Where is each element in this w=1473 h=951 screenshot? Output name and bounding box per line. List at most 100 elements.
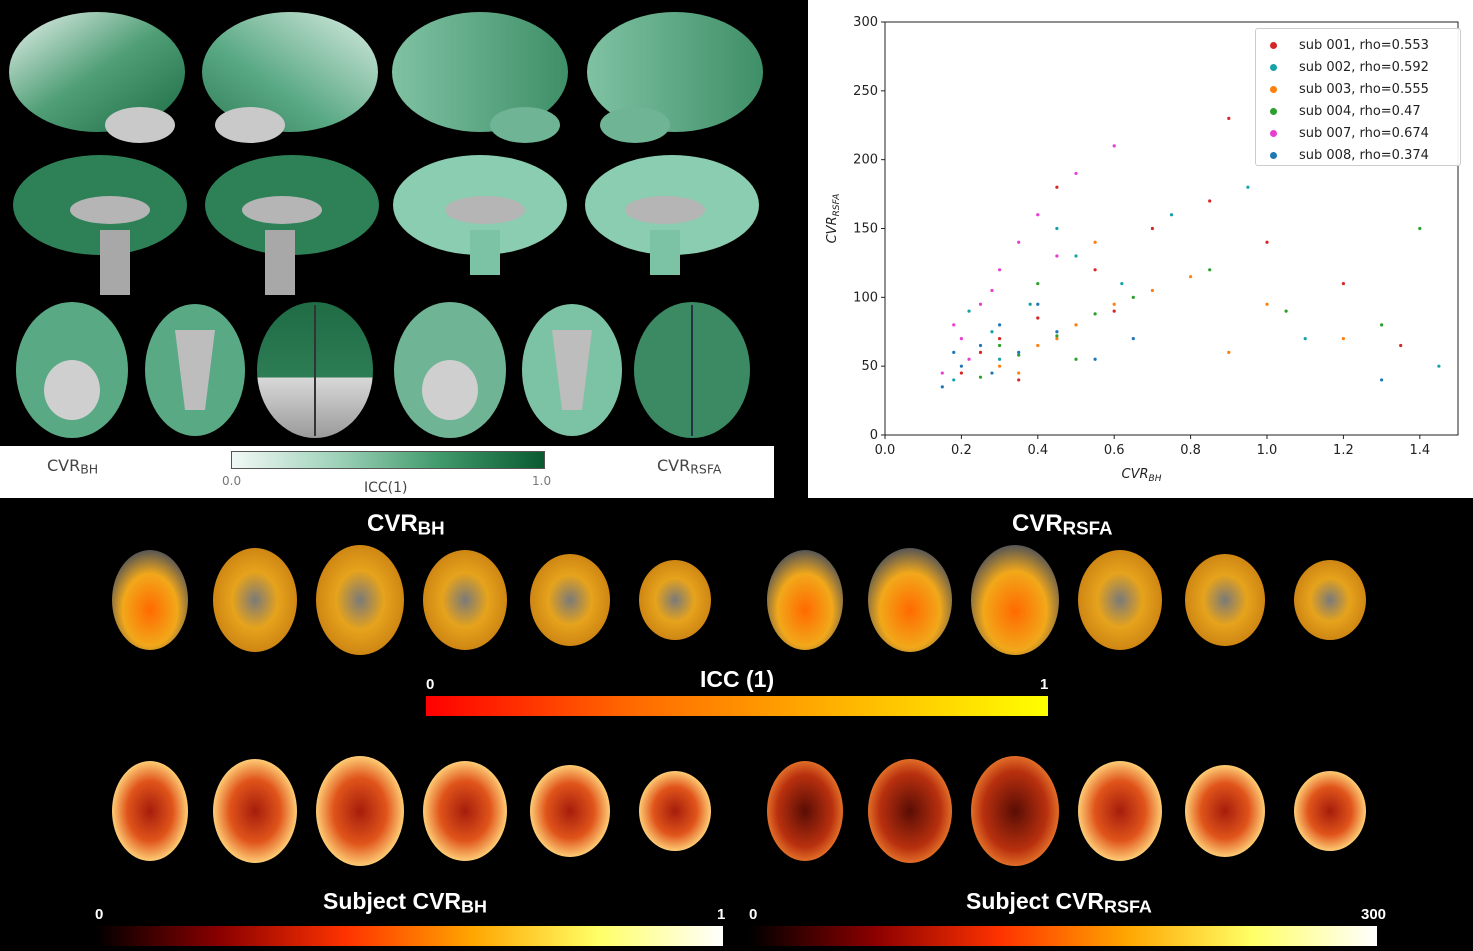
scatter-point bbox=[1074, 171, 1078, 176]
scatter-point bbox=[1055, 185, 1059, 189]
subject-bh-slice bbox=[213, 759, 297, 863]
subj-right-min: 0 bbox=[749, 906, 758, 923]
brain-medial-3 bbox=[393, 155, 567, 275]
scatter-point bbox=[1036, 343, 1040, 348]
green-colorbar-strip: CVRBH CVRRSFA 0.0 1.0 ICC(1) bbox=[0, 446, 774, 498]
scatter-point bbox=[952, 350, 956, 354]
top-left-title: CVRBH bbox=[367, 510, 445, 539]
scatter-point bbox=[978, 343, 983, 348]
scatter-point bbox=[1017, 240, 1021, 244]
y-tick-label: 300 bbox=[853, 15, 878, 30]
subject-rsfa-slice bbox=[1294, 771, 1366, 851]
scatter-point bbox=[959, 337, 963, 341]
scatter-point bbox=[1189, 275, 1193, 279]
legend-marker bbox=[1270, 107, 1277, 115]
legend-label: sub 004, rho=0.47 bbox=[1299, 103, 1421, 119]
scatter-point bbox=[1036, 213, 1040, 217]
scatter-point bbox=[967, 309, 971, 313]
icc-bh-slice bbox=[213, 548, 297, 652]
axes: 0.0 0.2 0.4 0.6 0.8 1.0 1.2 1.4 0 50 100 150 200 250 3… bbox=[853, 15, 1459, 458]
y-tick-label: 100 bbox=[853, 290, 878, 305]
scatter-point bbox=[1208, 199, 1212, 203]
scatter-point bbox=[1418, 226, 1422, 231]
y-tick-label: 150 bbox=[853, 222, 878, 237]
brain-medial-1 bbox=[13, 155, 187, 295]
scatter-point bbox=[1074, 357, 1078, 361]
green-colorbar-min: 0.0 bbox=[222, 474, 242, 488]
scatter-point bbox=[1227, 350, 1231, 354]
x-tick-label: 0.2 bbox=[951, 443, 972, 458]
scatter-point bbox=[1227, 116, 1231, 120]
scatter-point bbox=[1265, 240, 1269, 244]
legend-entry: sub 008, rho=0.374 bbox=[1266, 145, 1429, 165]
y-tick-label: 50 bbox=[861, 359, 878, 374]
icc-bh-slice bbox=[112, 550, 188, 650]
green-colorbar-max: 1.0 bbox=[532, 474, 552, 488]
subject-rsfa-slice bbox=[971, 756, 1059, 866]
scatter-point bbox=[1265, 302, 1269, 306]
legend-marker bbox=[1270, 41, 1277, 49]
icc-bar-min: 0 bbox=[426, 676, 435, 693]
scatter-point bbox=[1028, 302, 1032, 306]
legend-entry: sub 004, rho=0.47 bbox=[1266, 101, 1421, 121]
scatter-point bbox=[1017, 378, 1021, 382]
scatter-point bbox=[978, 350, 983, 354]
brain-lateral-2 bbox=[202, 12, 378, 143]
subject-rsfa-slice bbox=[767, 761, 843, 861]
scatter-point bbox=[1036, 281, 1040, 286]
scatter-point bbox=[1074, 254, 1078, 258]
left-map-label: CVRBH bbox=[47, 456, 99, 477]
y-tick-label: 0 bbox=[870, 428, 878, 443]
brain-dorsal-1 bbox=[257, 302, 373, 438]
scatter-point bbox=[1380, 323, 1384, 327]
subj-left-title: Subject CVRBH bbox=[323, 888, 487, 917]
icc-colorbar bbox=[426, 696, 1048, 716]
scatter-point bbox=[1399, 343, 1403, 348]
scatter-point bbox=[1112, 302, 1116, 306]
legend-label: sub 001, rho=0.553 bbox=[1299, 37, 1429, 53]
scatter-point bbox=[959, 371, 963, 375]
scatter-legend: sub 001, rho=0.553 sub 002, rho=0.592 sub … bbox=[1255, 28, 1461, 166]
scatter-point bbox=[1246, 185, 1250, 189]
scatter-point bbox=[1093, 357, 1097, 361]
subject-bh-slice bbox=[316, 756, 404, 866]
scatter-plot: 0.0 0.2 0.4 0.6 0.8 1.0 1.2 1.4 0 50 100 150 200 250 3… bbox=[825, 15, 1459, 484]
right-map-label: CVRRSFA bbox=[657, 456, 722, 477]
icc-rsfa-slice bbox=[767, 550, 843, 650]
subject-rsfa-slice bbox=[868, 759, 952, 863]
scatter-point bbox=[940, 385, 944, 389]
x-tick-label: 1.0 bbox=[1257, 443, 1278, 458]
panel-a-green-icc-maps: CVRBH CVRRSFA 0.0 1.0 ICC(1) bbox=[0, 0, 808, 498]
y-axis-label: CVRRSFA bbox=[825, 194, 842, 244]
legend-marker bbox=[1270, 129, 1277, 137]
scatter-point bbox=[1074, 323, 1078, 327]
scatter-point bbox=[1055, 337, 1059, 341]
scatter-point bbox=[1112, 309, 1116, 313]
scatter-point bbox=[990, 330, 994, 334]
brain-axial-1 bbox=[145, 304, 245, 436]
scatter-point bbox=[1055, 254, 1059, 258]
x-tick-label: 0.4 bbox=[1027, 443, 1048, 458]
plot-area bbox=[940, 116, 1441, 389]
scatter-point bbox=[1341, 337, 1345, 341]
scatter-point bbox=[990, 288, 994, 293]
x-tick-label: 0.0 bbox=[875, 443, 896, 458]
scatter-point bbox=[998, 343, 1002, 348]
scatter-point bbox=[1208, 268, 1212, 272]
icc-bh-slice bbox=[639, 560, 711, 640]
scatter-point bbox=[1017, 353, 1021, 357]
brain-axial-2 bbox=[522, 304, 622, 436]
legend-entry: sub 007, rho=0.674 bbox=[1266, 123, 1429, 143]
subject-rsfa-slice bbox=[1185, 765, 1265, 857]
scatter-point bbox=[998, 323, 1002, 327]
scatter-point bbox=[1093, 312, 1097, 316]
scatter-point bbox=[1150, 226, 1154, 231]
scatter-point bbox=[1055, 334, 1059, 338]
icc-rsfa-slice bbox=[1078, 550, 1162, 650]
scatter-point bbox=[1036, 316, 1040, 320]
subject-bh-slice bbox=[423, 761, 507, 861]
legend-label: sub 007, rho=0.674 bbox=[1299, 125, 1429, 141]
scatter-point bbox=[1437, 364, 1441, 368]
green-colorbar-title: ICC(1) bbox=[364, 480, 408, 496]
scatter-point bbox=[998, 364, 1002, 368]
